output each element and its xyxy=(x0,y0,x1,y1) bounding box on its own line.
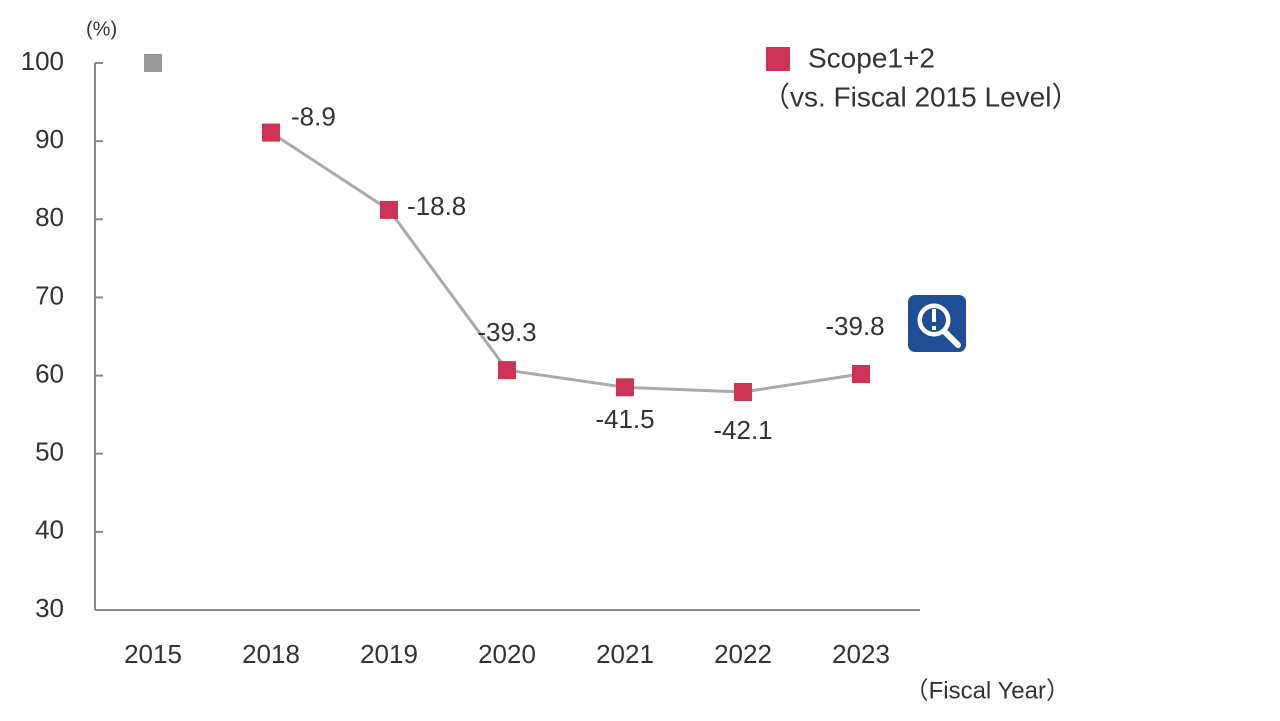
y-tick-label: 30 xyxy=(35,593,64,623)
x-tick-label: 2018 xyxy=(242,639,300,669)
x-tick-label: 2021 xyxy=(596,639,654,669)
series-line xyxy=(270,131,862,394)
data-label: -18.8 xyxy=(407,191,466,221)
x-axis-label: （Fiscal Year） xyxy=(905,677,1070,704)
y-unit: (%) xyxy=(86,18,117,40)
data-label: -42.1 xyxy=(713,415,772,445)
zoom-icon[interactable] xyxy=(908,295,966,352)
point-marker xyxy=(262,123,280,142)
legend-note: （vs. Fiscal 2015 Level） xyxy=(762,81,1079,112)
data-label: -41.5 xyxy=(595,404,654,434)
y-tick-label: 50 xyxy=(35,437,64,467)
x-tick-label: 2019 xyxy=(360,639,418,669)
x-tick-label: 2022 xyxy=(714,639,772,669)
point-marker xyxy=(852,365,870,384)
legend-swatch xyxy=(766,47,790,71)
data-label: -39.8 xyxy=(825,311,884,341)
point-marker xyxy=(616,378,634,397)
zoom-handle xyxy=(942,329,961,348)
x-tick-label: 2023 xyxy=(832,639,890,669)
x-tick-label: 2020 xyxy=(478,639,536,669)
data-label: -8.9 xyxy=(291,101,336,131)
y-tick-label: 60 xyxy=(35,358,64,388)
data-label: -39.3 xyxy=(477,317,536,347)
y-tick-label: 100 xyxy=(21,46,64,76)
point-marker xyxy=(380,200,398,219)
y-tick-label: 40 xyxy=(35,515,64,545)
point-marker xyxy=(734,382,752,401)
baseline-marker xyxy=(144,54,162,72)
zoom-mark-dot xyxy=(932,326,936,330)
legend-label: Scope1+2 xyxy=(808,42,935,73)
y-tick-label: 70 xyxy=(35,280,64,310)
y-tick-label: 80 xyxy=(35,202,64,232)
x-tick-label: 2015 xyxy=(124,639,182,669)
zoom-mark xyxy=(932,309,936,322)
y-tick-label: 90 xyxy=(35,124,64,154)
point-marker xyxy=(498,361,516,380)
